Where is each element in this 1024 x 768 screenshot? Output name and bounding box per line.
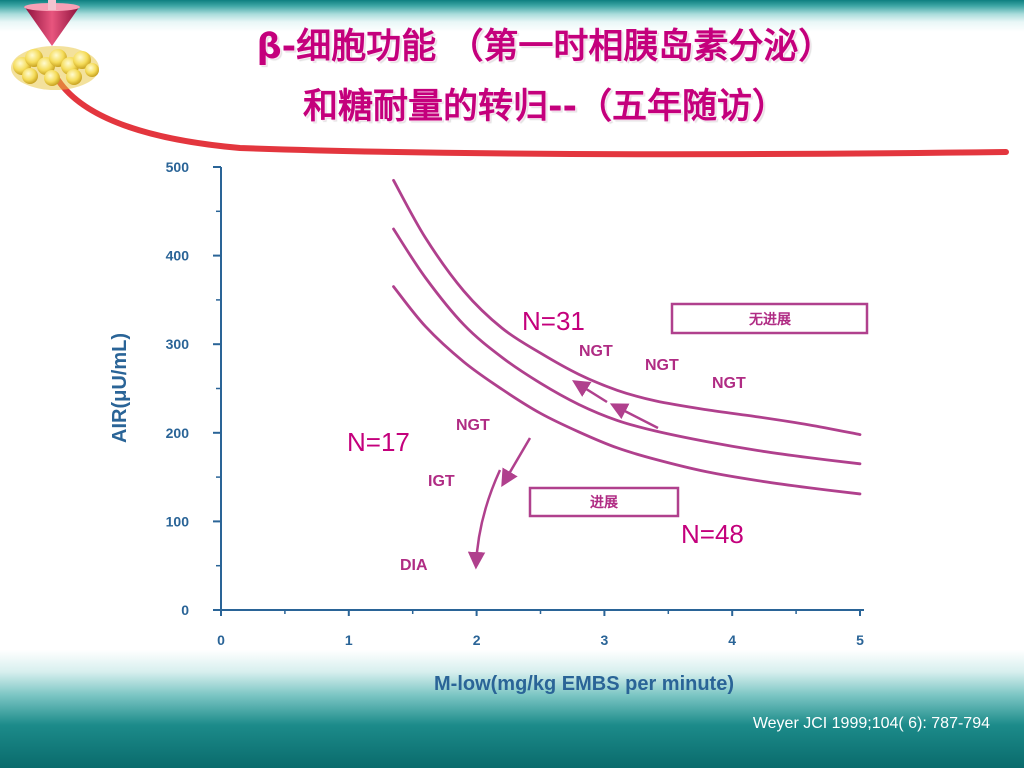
x-tick-label: 4: [728, 632, 736, 648]
box-no-progress-label: 无进展: [748, 312, 791, 328]
funnel-icon: [24, 0, 80, 46]
y-tick-label: 100: [166, 513, 190, 529]
label-n17: N=17: [347, 427, 410, 457]
x-tick-label: 0: [217, 632, 225, 648]
trajectory-arrow-to-dia: [467, 469, 502, 570]
slide-title-line1: β-细胞功能 （第一时相胰岛素分泌）: [256, 27, 834, 67]
label-ngt-2: NGT: [645, 357, 679, 374]
box-progress: 进展: [528, 486, 680, 518]
y-tick-label: 500: [166, 159, 190, 175]
series-line-3: [392, 285, 862, 496]
x-tick-label: 1: [345, 632, 353, 648]
label-dia: DIA: [400, 557, 428, 574]
y-axis-label: AIR(μU/mL): [109, 333, 131, 443]
trajectory-arrow-middle: [609, 403, 659, 430]
series-line-2: [392, 227, 862, 466]
swoosh-line: [55, 77, 1009, 158]
citation: Weyer JCI 1999;104( 6): 787-794: [752, 715, 990, 732]
pancreas-icon: [11, 46, 99, 90]
trajectory-arrow-short: [501, 437, 532, 488]
x-axis-label: M-low(mg/kg EMBS per minute): [434, 673, 734, 695]
label-n31: N=31: [522, 306, 585, 336]
box-progress-label: 进展: [590, 495, 618, 511]
y-tick-label: 200: [166, 425, 190, 441]
slide-title-line2: 和糖耐量的转归--（五年随访）: [302, 87, 788, 127]
x-tick-label: 5: [856, 632, 864, 648]
box-no-progress: 无进展: [670, 302, 869, 335]
label-n48: N=48: [681, 519, 744, 549]
series-line-1: [392, 178, 862, 436]
x-tick-label: 2: [473, 632, 481, 648]
label-ngt-1: NGT: [579, 343, 613, 360]
x-tick-label: 3: [601, 632, 609, 648]
label-igt: IGT: [428, 473, 455, 490]
y-tick-label: 400: [166, 248, 190, 264]
y-tick-label: 300: [166, 336, 190, 352]
y-tick-label: 0: [181, 602, 189, 618]
label-ngt-4: NGT: [456, 417, 490, 434]
trajectory-arrow-upper: [572, 380, 608, 404]
label-ngt-3: NGT: [712, 375, 746, 392]
